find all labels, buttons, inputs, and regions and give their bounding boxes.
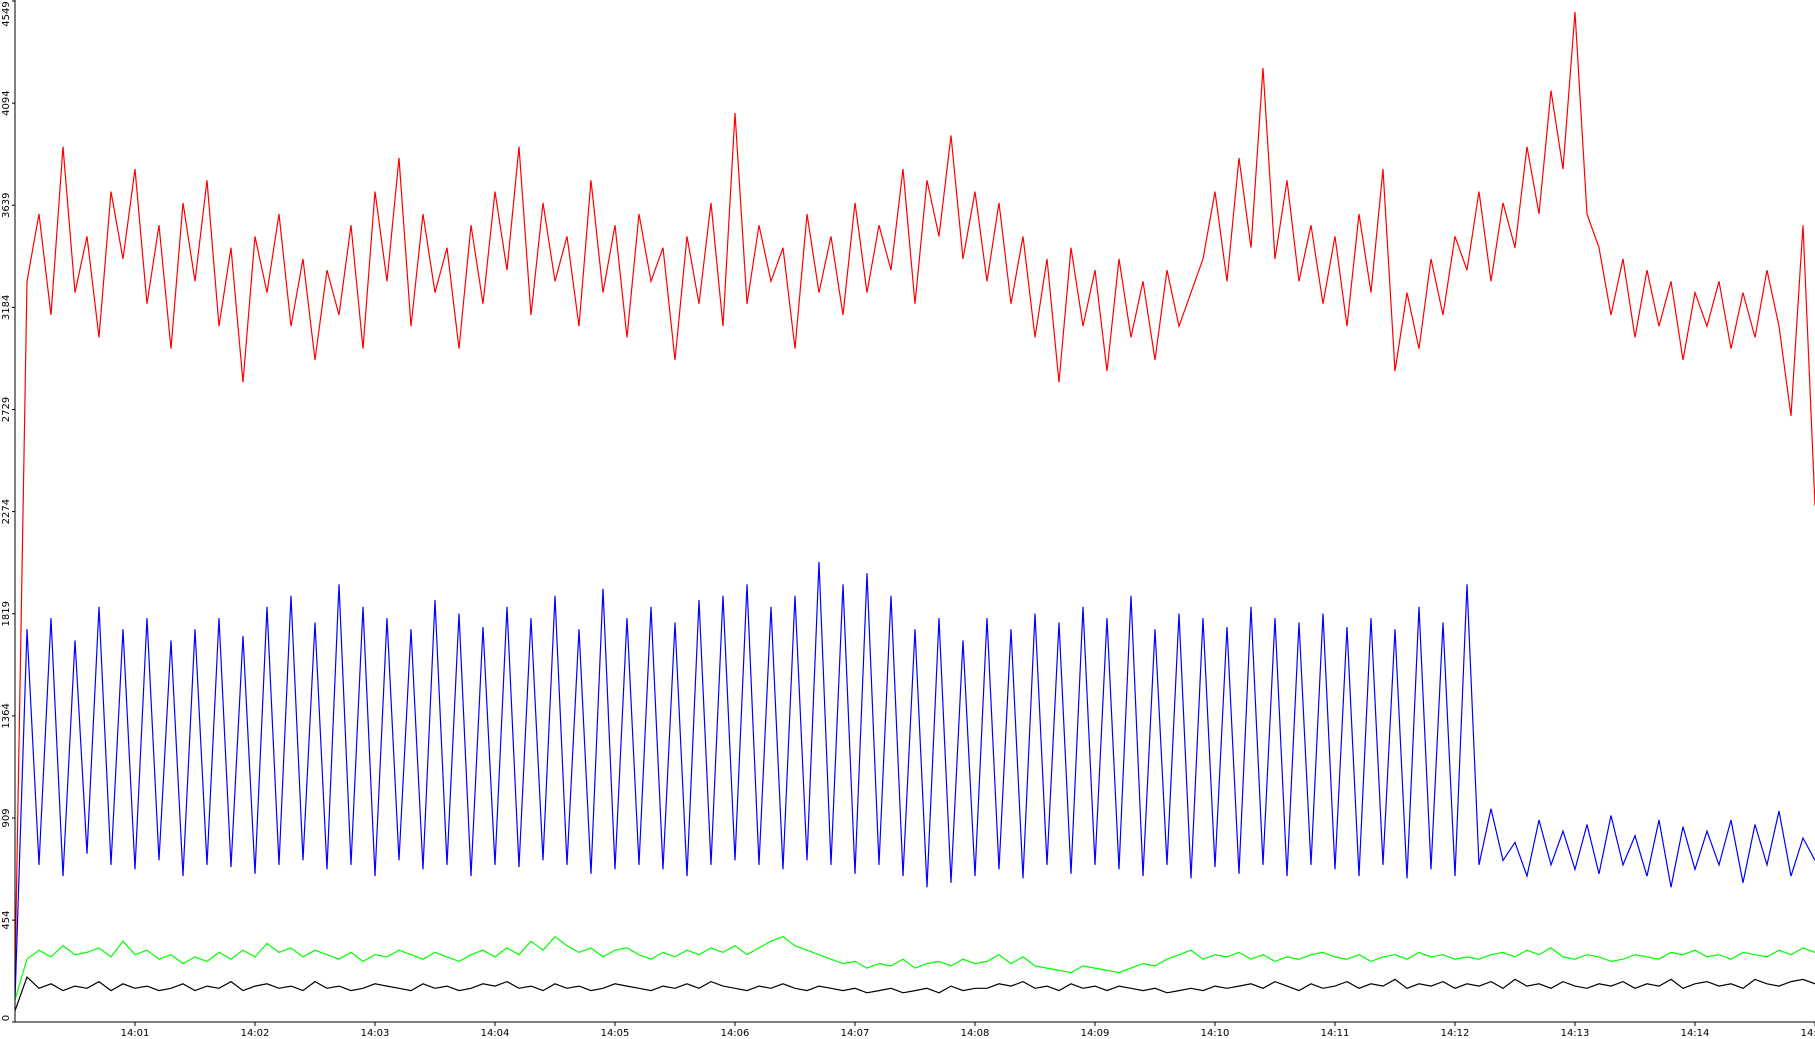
series-line bbox=[14, 561, 1815, 1000]
y-tick-label: 454 bbox=[1, 911, 12, 930]
series-line bbox=[14, 11, 1815, 978]
y-tick-label: 1819 bbox=[1, 601, 12, 626]
y-tick-label: 2729 bbox=[1, 397, 12, 422]
y-tick-label: 4549 bbox=[1, 1, 12, 26]
x-tick-label: 14:08 bbox=[961, 1028, 990, 1039]
x-tick-label: 14:14 bbox=[1681, 1028, 1710, 1039]
x-tick-label: 14:15 bbox=[1801, 1028, 1815, 1039]
x-tick-label: 14:11 bbox=[1321, 1028, 1350, 1039]
x-tick-label: 14:13 bbox=[1561, 1028, 1590, 1039]
x-tick-label: 14:07 bbox=[841, 1028, 870, 1039]
x-tick-label: 14:03 bbox=[361, 1028, 390, 1039]
y-tick-label: 909 bbox=[1, 808, 12, 827]
x-tick-label: 14:09 bbox=[1081, 1028, 1110, 1039]
y-tick-label: 3184 bbox=[1, 295, 12, 320]
y-tick-label: 1364 bbox=[1, 703, 12, 728]
x-tick-label: 14:01 bbox=[121, 1028, 150, 1039]
y-tick-label: 4094 bbox=[1, 90, 12, 115]
y-tick-label: 2274 bbox=[1, 499, 12, 524]
series-line bbox=[14, 976, 1815, 1012]
x-tick-label: 14:06 bbox=[721, 1028, 750, 1039]
series-line bbox=[14, 935, 1815, 1000]
y-tick-label: 3639 bbox=[1, 193, 12, 218]
x-tick-label: 14:05 bbox=[601, 1028, 630, 1039]
y-tick-label: 0 bbox=[1, 1015, 12, 1021]
x-tick-label: 14:04 bbox=[481, 1028, 510, 1039]
x-tick-label: 14:02 bbox=[241, 1028, 270, 1039]
x-tick-label: 14:10 bbox=[1201, 1028, 1230, 1039]
x-tick-label: 14:12 bbox=[1441, 1028, 1470, 1039]
